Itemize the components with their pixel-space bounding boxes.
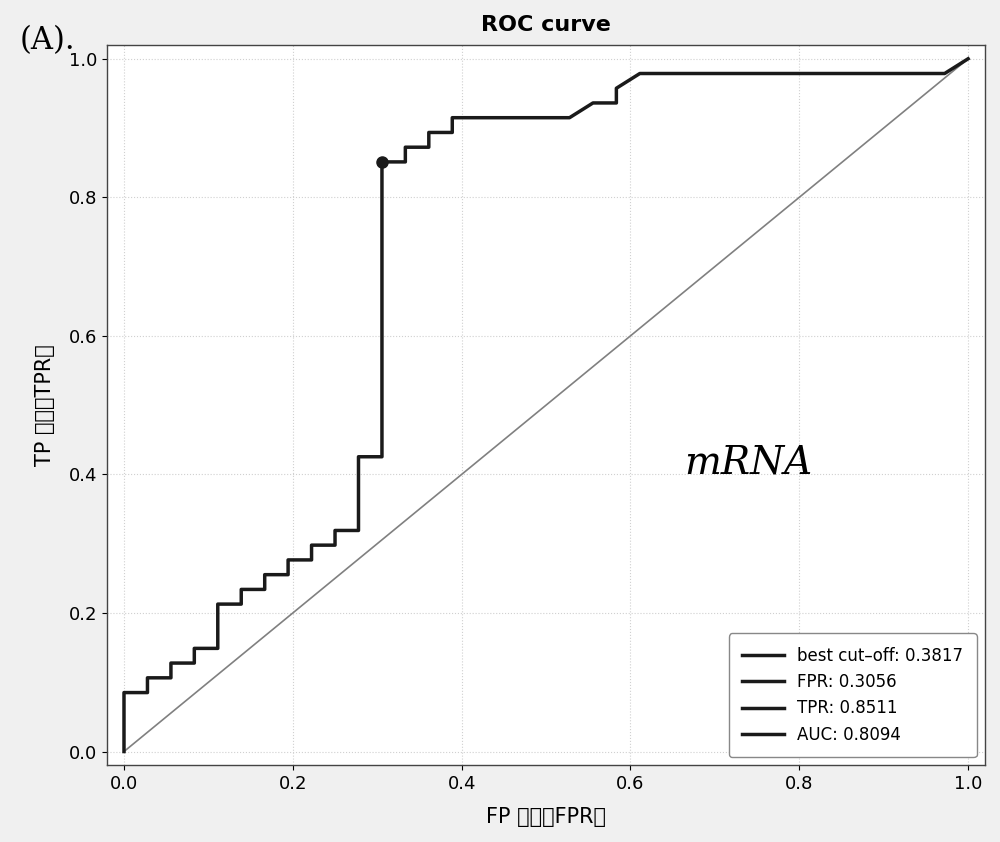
Text: (A).: (A). bbox=[20, 25, 76, 56]
Title: ROC curve: ROC curve bbox=[481, 15, 611, 35]
Text: mRNA: mRNA bbox=[684, 445, 812, 482]
Legend: best cut–off: 0.3817, FPR: 0.3056, TPR: 0.8511, AUC: 0.8094: best cut–off: 0.3817, FPR: 0.3056, TPR: … bbox=[729, 633, 977, 757]
X-axis label: FP 比例（FPR）: FP 比例（FPR） bbox=[486, 807, 606, 827]
Y-axis label: TP 比例（TPR）: TP 比例（TPR） bbox=[35, 344, 55, 466]
